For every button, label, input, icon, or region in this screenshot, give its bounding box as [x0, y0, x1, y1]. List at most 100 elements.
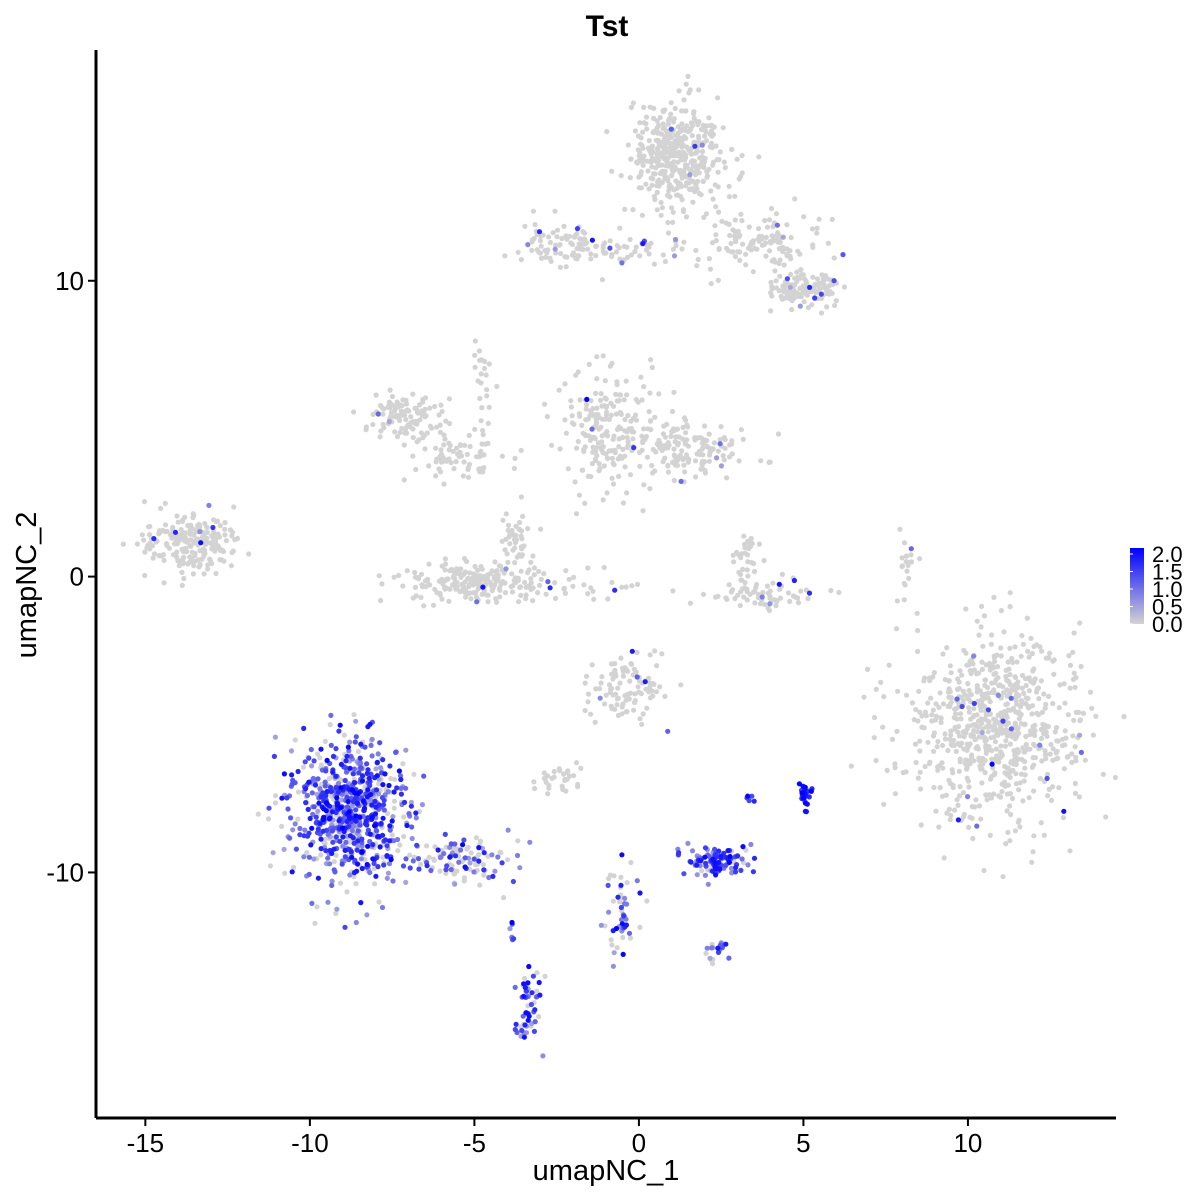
cell-point: [181, 575, 187, 582]
cell-point: [967, 659, 973, 665]
cell-point: [329, 828, 335, 834]
cell-point: [516, 599, 522, 605]
cell-point: [1018, 653, 1024, 659]
cell-point: [438, 459, 445, 465]
cell-point: [617, 409, 623, 416]
cell-point: [561, 223, 567, 229]
cell-point: [602, 378, 608, 384]
cell-point: [662, 445, 668, 451]
cell-point: [441, 851, 447, 857]
cell-point: [457, 449, 463, 455]
cell-point: [598, 424, 604, 430]
cell-point: [638, 374, 644, 380]
cell-point: [448, 867, 454, 873]
cell-point: [894, 728, 900, 735]
cell-point: [618, 882, 624, 888]
cell-point: [397, 429, 403, 436]
cell-point: [553, 250, 559, 256]
cell-point: [771, 236, 777, 242]
cell-point: [201, 571, 207, 577]
cell-point: [222, 520, 228, 526]
cell-point: [646, 409, 652, 415]
cell-point: [722, 437, 728, 443]
cell-point: [763, 253, 769, 259]
cell-point: [640, 711, 646, 717]
cell-point: [334, 795, 340, 801]
cell-point: [373, 873, 379, 879]
cell-point: [600, 497, 606, 503]
cell-point: [602, 395, 608, 401]
cell-point: [549, 442, 555, 448]
cell-point: [340, 843, 346, 849]
cell-point: [335, 789, 342, 795]
cell-point: [200, 546, 206, 552]
cell-point: [367, 838, 373, 845]
cell-point: [908, 546, 914, 552]
cell-point: [483, 372, 489, 378]
cell-point: [379, 581, 385, 587]
cell-point: [962, 692, 968, 698]
cell-point: [311, 856, 317, 862]
cell-point: [1055, 738, 1061, 744]
cell-point: [961, 811, 967, 818]
cell-point: [279, 823, 285, 830]
cell-point: [452, 881, 458, 887]
cell-point: [706, 458, 713, 464]
cell-point: [809, 226, 816, 232]
cell-point: [370, 856, 376, 862]
cell-point: [632, 128, 639, 134]
cell-point: [197, 529, 203, 535]
cell-point: [370, 842, 376, 848]
cell-point: [969, 754, 975, 760]
cell-point: [743, 262, 749, 268]
cell-point: [606, 909, 612, 915]
cell-point: [681, 462, 687, 468]
cell-point: [423, 413, 429, 419]
cell-point: [377, 434, 383, 440]
cell-point: [313, 814, 319, 820]
cell-point: [788, 293, 794, 300]
cell-point: [375, 411, 381, 417]
cell-point: [933, 701, 939, 707]
cell-point: [367, 791, 374, 798]
cell-point: [381, 797, 387, 803]
cell-point: [982, 770, 988, 776]
cell-point: [336, 728, 342, 734]
cell-point: [873, 686, 879, 692]
cell-point: [476, 466, 482, 472]
cell-point: [681, 415, 688, 421]
cell-point: [312, 920, 318, 926]
cell-point: [723, 862, 729, 869]
cell-point: [816, 280, 822, 286]
cell-point: [359, 836, 365, 842]
cell-point: [354, 847, 360, 853]
cell-point: [217, 557, 223, 563]
cell-point: [735, 249, 741, 255]
cell-point: [1012, 720, 1018, 726]
cell-point: [530, 973, 537, 979]
cell-point: [271, 753, 277, 760]
cell-point: [999, 752, 1005, 758]
cell-point: [670, 246, 677, 252]
cell-point: [352, 780, 358, 786]
cell-point: [831, 278, 837, 284]
cell-point: [493, 596, 499, 602]
cell-point: [561, 586, 567, 592]
cell-point: [351, 712, 357, 718]
cell-point: [1051, 657, 1057, 663]
cell-point: [372, 798, 378, 805]
cell-point: [542, 401, 548, 407]
cell-point: [970, 835, 976, 842]
cell-point: [935, 738, 941, 745]
cell-point: [954, 686, 961, 693]
cell-point: [582, 241, 588, 247]
cell-point: [662, 434, 669, 440]
cell-point: [597, 695, 603, 701]
cell-point: [939, 793, 946, 799]
cell-point: [928, 695, 934, 701]
cell-point: [377, 740, 383, 746]
cell-point: [380, 815, 386, 821]
cell-point: [582, 500, 588, 506]
cell-point: [358, 741, 364, 747]
cell-point: [160, 527, 166, 533]
